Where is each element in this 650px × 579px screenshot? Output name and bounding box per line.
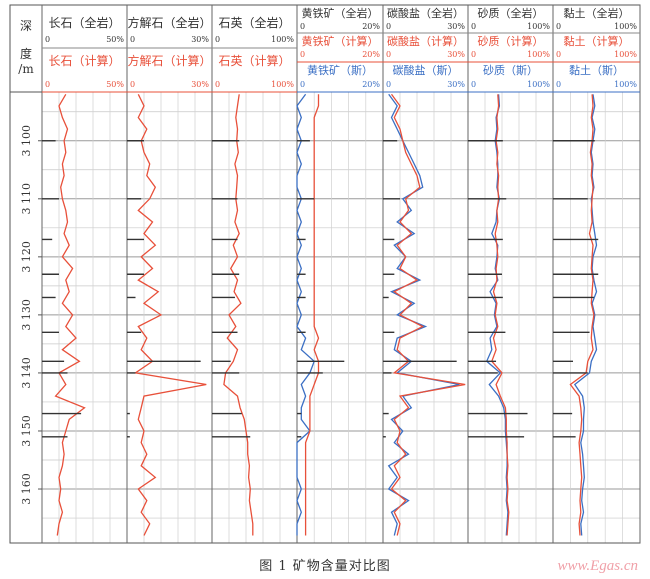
- sonic-curve: [296, 93, 315, 536]
- depth-axis: 深度/m 3 100 3 110 3 120 3 130 3 140 3 150 3 160: [18, 19, 42, 505]
- header-whole-max: 100%: [527, 22, 550, 31]
- header-whole-label: 方解石（全岩）: [127, 15, 211, 30]
- header-calc-label: 黏土（计算）: [564, 34, 630, 48]
- figure-caption: 图 1 矿物含量对比图: [259, 558, 391, 574]
- header-whole-label: 长石（全岩）: [48, 15, 120, 30]
- header-whole-min: 0: [556, 22, 561, 31]
- header-sonic-label: 砂质（斯）: [483, 64, 538, 77]
- header-calc-min: 0: [45, 80, 50, 89]
- depth-tick-label: 3 130: [20, 299, 33, 331]
- header-whole-max: 50%: [106, 35, 124, 44]
- header-sonic-min: 0: [300, 80, 305, 89]
- sonic-curve: [387, 93, 460, 536]
- header-whole-max: 30%: [447, 22, 465, 31]
- header-whole-min: 0: [45, 35, 50, 44]
- header-sonic-label: 黄铁矿（斯）: [307, 63, 373, 77]
- header-calc-min: 0: [215, 80, 220, 89]
- header-sonic-min: 0: [556, 80, 561, 89]
- calc-curve: [569, 94, 595, 536]
- header-whole-max: 100%: [271, 35, 294, 44]
- header-calc-max: 20%: [362, 50, 380, 59]
- header-calc-label: 砂质（计算）: [478, 34, 544, 48]
- curves: [42, 93, 599, 536]
- header-whole-label: 黏土（全岩）: [564, 6, 630, 20]
- header-whole-min: 0: [386, 22, 391, 31]
- track-headers: 长石（全岩）0 50%长石（计算）0 50%方解石（全岩）0 30%方解石（计算）0 3…: [42, 6, 640, 93]
- header-sonic-max: 100%: [527, 80, 550, 89]
- header-calc-label: 方解石（计算）: [127, 53, 211, 68]
- header-calc-max: 100%: [614, 50, 637, 59]
- depth-tick-label: 3 120: [20, 241, 33, 273]
- depth-tick-label: 3 100: [20, 125, 33, 157]
- calc-curve: [491, 94, 510, 536]
- depth-tick-label: 3 160: [20, 473, 33, 505]
- header-whole-min: 0: [300, 22, 305, 31]
- header-whole-min: 0: [471, 22, 476, 31]
- calc-curve: [223, 94, 254, 536]
- header-whole-label: 砂质（全岩）: [478, 6, 544, 20]
- header-whole-label: 石英（全岩）: [218, 15, 290, 30]
- header-calc-label: 碳酸盐（计算）: [387, 34, 464, 48]
- header-sonic-min: 0: [386, 80, 391, 89]
- depth-axis-label: 深: [20, 19, 32, 33]
- depth-tick-label: 3 150: [20, 415, 33, 447]
- depth-axis-label: /m: [18, 62, 34, 76]
- depth-axis-label: 度: [20, 46, 32, 61]
- header-calc-min: 0: [386, 50, 391, 59]
- header-whole-max: 30%: [191, 35, 209, 44]
- calc-curve: [133, 94, 207, 536]
- header-whole-label: 黄铁矿（全岩）: [302, 6, 379, 20]
- header-calc-min: 0: [471, 50, 476, 59]
- sonic-curve: [573, 94, 598, 536]
- header-calc-max: 50%: [106, 80, 124, 89]
- header-sonic-max: 20%: [362, 80, 380, 89]
- header-calc-label: 石英（计算）: [218, 53, 290, 68]
- header-sonic-max: 30%: [447, 80, 465, 89]
- header-calc-label: 长石（计算）: [48, 53, 120, 68]
- header-calc-max: 100%: [271, 80, 294, 89]
- header-sonic-label: 碳酸盐（斯）: [393, 63, 459, 77]
- header-calc-max: 30%: [447, 50, 465, 59]
- watermark: www.Egas.cn: [557, 558, 638, 574]
- depth-tick-label: 3 110: [20, 183, 33, 215]
- header-calc-max: 30%: [191, 80, 209, 89]
- header-sonic-max: 100%: [614, 80, 637, 89]
- header-calc-label: 黄铁矿（计算）: [302, 34, 379, 48]
- calc-curve: [54, 93, 86, 536]
- header-whole-label: 碳酸盐（全岩）: [387, 6, 464, 20]
- header-whole-max: 100%: [614, 22, 637, 31]
- header-whole-min: 0: [130, 35, 135, 44]
- header-sonic-label: 黏土（斯）: [569, 63, 624, 77]
- calc-curve: [390, 93, 466, 536]
- header-whole-max: 20%: [362, 22, 380, 31]
- header-calc-min: 0: [300, 50, 305, 59]
- header-sonic-min: 0: [471, 80, 476, 89]
- header-whole-min: 0: [215, 35, 220, 44]
- header-calc-min: 0: [556, 50, 561, 59]
- header-calc-min: 0: [130, 80, 135, 89]
- header-calc-max: 100%: [527, 50, 550, 59]
- calc-curve: [304, 94, 320, 536]
- depth-tick-label: 3 140: [20, 357, 33, 389]
